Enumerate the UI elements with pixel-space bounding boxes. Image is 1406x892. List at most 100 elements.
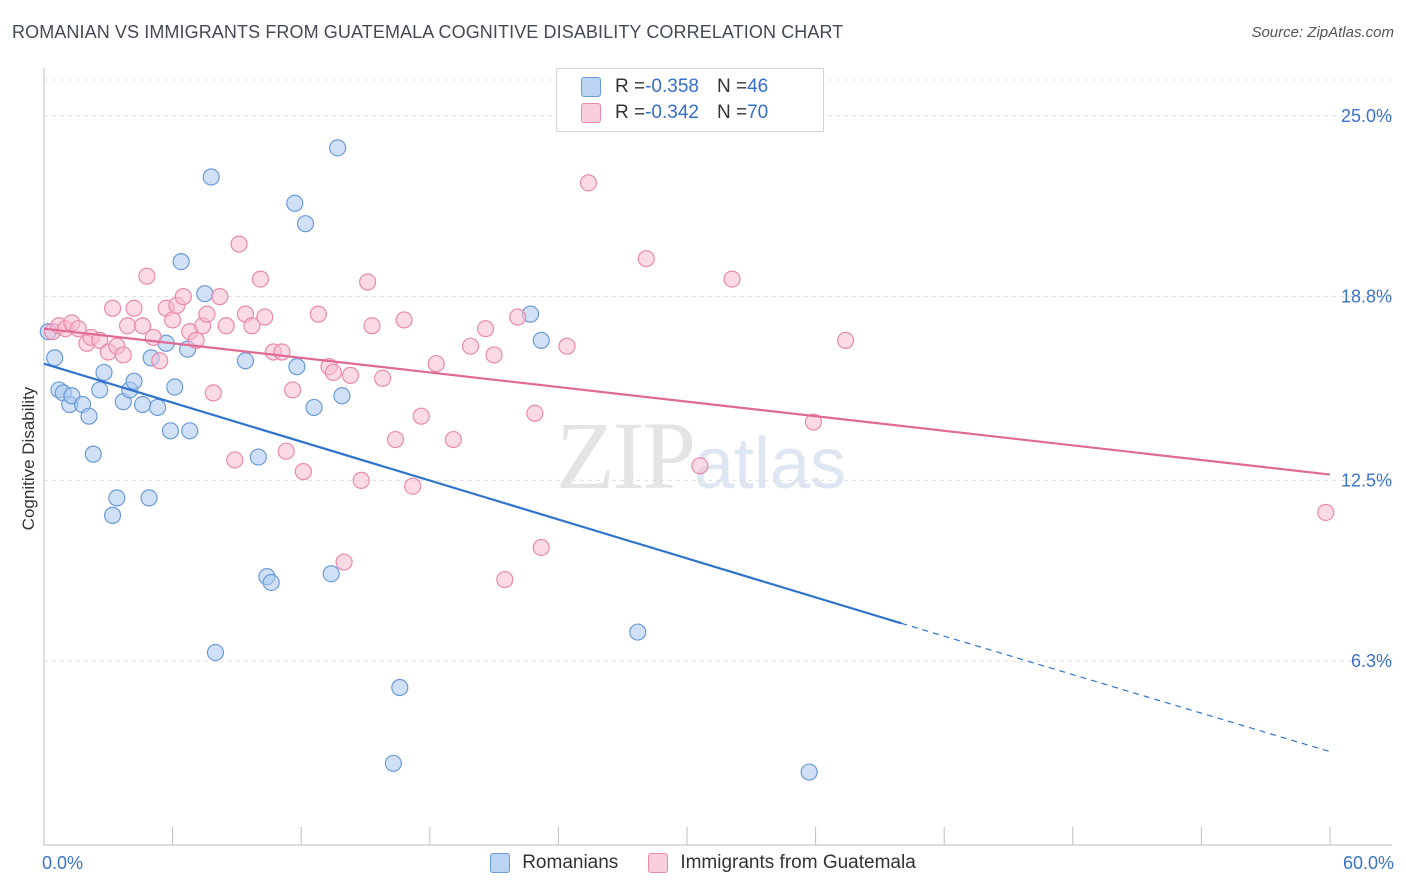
stats-legend: R = -0.358 N = 46 R = -0.342 N = 70 <box>556 68 824 132</box>
romanian-point <box>202 168 220 186</box>
romanian-point <box>384 754 402 772</box>
guatemala-point <box>204 384 222 402</box>
romanian-point <box>148 398 167 417</box>
romanian-point <box>140 489 158 507</box>
romanian-point <box>333 387 351 405</box>
guatemala-point <box>352 471 370 489</box>
romanians-trend-line <box>43 362 902 625</box>
romanian-point <box>103 506 122 524</box>
romanians-n-value: 46 <box>747 76 769 97</box>
guatemala-point <box>187 331 205 349</box>
x-tick-label: 0.0% <box>42 853 83 873</box>
guatemala-legend-label: Immigrants from Guatemala <box>680 852 916 873</box>
guatemala-point <box>558 337 576 355</box>
romanian-point <box>800 763 818 781</box>
y-axis-label: Cognitive Disability <box>19 386 38 530</box>
guatemala-trend-line <box>43 327 1331 476</box>
romanian-point <box>236 352 255 370</box>
romanian-point <box>80 407 98 425</box>
romanian-point <box>196 285 214 303</box>
guatemala-point <box>125 299 143 317</box>
guatemala-point <box>359 273 377 291</box>
romanian-point <box>262 573 280 592</box>
guatemala-point <box>284 381 302 399</box>
romanian-point <box>322 565 340 583</box>
romanian-point <box>181 422 199 440</box>
guatemala-point <box>804 413 823 431</box>
guatemala-point <box>294 463 312 481</box>
guatemala-point <box>164 311 182 329</box>
guatemala-point <box>324 363 342 382</box>
guatemala-point <box>476 320 495 338</box>
guatemala-n-value: 70 <box>747 102 769 123</box>
guatemala-point <box>579 174 598 192</box>
romanian-point <box>172 253 190 271</box>
guatemala-legend-swatch <box>648 853 669 873</box>
y-tick-label: 12.5% <box>1341 470 1392 490</box>
guatemala-n-label: N = <box>716 102 748 123</box>
legend-row-guatemala: R = -0.342 N = 70 <box>581 101 768 125</box>
romanian-point <box>288 358 306 376</box>
guatemala-point <box>637 250 655 268</box>
guatemala-point <box>309 305 327 323</box>
y-tick-label: 25.0% <box>1341 106 1392 126</box>
guatemala-point <box>461 337 480 355</box>
guatemala-point <box>211 288 229 306</box>
y-tick-label: 6.3% <box>1351 651 1392 671</box>
guatemala-point <box>691 457 709 475</box>
series-legend: Romanians Immigrants from Guatemala <box>0 852 1406 874</box>
guatemala-point <box>114 346 132 364</box>
romanian-point <box>329 139 347 157</box>
guatemala-point <box>256 308 274 326</box>
watermark-atlas: atlas <box>694 424 847 504</box>
guatemala-point <box>341 366 360 384</box>
guatemala-point <box>532 538 550 557</box>
guatemala-point <box>335 553 353 571</box>
guatemala-point <box>198 305 216 323</box>
romanians-n-label: N = <box>716 76 748 97</box>
chart-title: ROMANIAN VS IMMIGRANTS FROM GUATEMALA CO… <box>12 22 844 42</box>
x-tick-label: 60.0% <box>1343 853 1394 873</box>
source-credit: Source: ZipAtlas.com <box>1251 24 1394 41</box>
watermark: ZIPatlas <box>556 400 846 511</box>
romanian-point <box>286 194 304 212</box>
guatemala-point <box>427 355 445 373</box>
watermark-zip: ZIP <box>556 402 696 509</box>
legend-item-romanians[interactable]: Romanians <box>490 852 618 874</box>
y-tick-label: 18.8% <box>1341 287 1392 307</box>
romanians-r-label: R = <box>615 76 646 97</box>
romanian-point <box>46 349 64 367</box>
romanian-point <box>125 372 143 390</box>
guatemala-point <box>273 343 291 361</box>
romanian-point <box>161 422 180 440</box>
guatemala-point <box>386 430 405 449</box>
romanian-point <box>84 445 102 463</box>
romanians-legend-swatch <box>490 853 511 873</box>
romanian-point <box>391 678 409 697</box>
guatemala-point <box>363 317 381 335</box>
guatemala-r-label: R = <box>615 102 646 123</box>
guatemala-point <box>509 308 527 326</box>
guatemala-point <box>1317 503 1335 522</box>
romanian-point <box>305 398 323 417</box>
romanian-point <box>296 215 315 233</box>
guatemala-point <box>277 442 295 460</box>
guatemala-point <box>526 404 544 422</box>
guatemala-point <box>226 451 244 469</box>
guatemala-r-value: -0.342 <box>645 102 699 123</box>
guatemala-point <box>723 270 741 288</box>
guatemala-point <box>217 317 235 335</box>
guatemala-point <box>485 346 503 364</box>
legend-item-guatemala[interactable]: Immigrants from Guatemala <box>648 852 916 874</box>
guatemala-point <box>133 317 152 335</box>
guatemala-point <box>251 270 270 288</box>
guatemala-point <box>138 267 156 285</box>
romanians-trend-extension <box>901 622 1331 753</box>
romanian-point <box>95 363 113 382</box>
legend-row-romanians: R = -0.358 N = 46 <box>581 75 768 99</box>
romanians-swatch <box>581 77 601 97</box>
guatemala-point <box>230 235 248 253</box>
romanians-r-value: -0.358 <box>645 76 699 97</box>
guatemala-point <box>412 407 430 425</box>
